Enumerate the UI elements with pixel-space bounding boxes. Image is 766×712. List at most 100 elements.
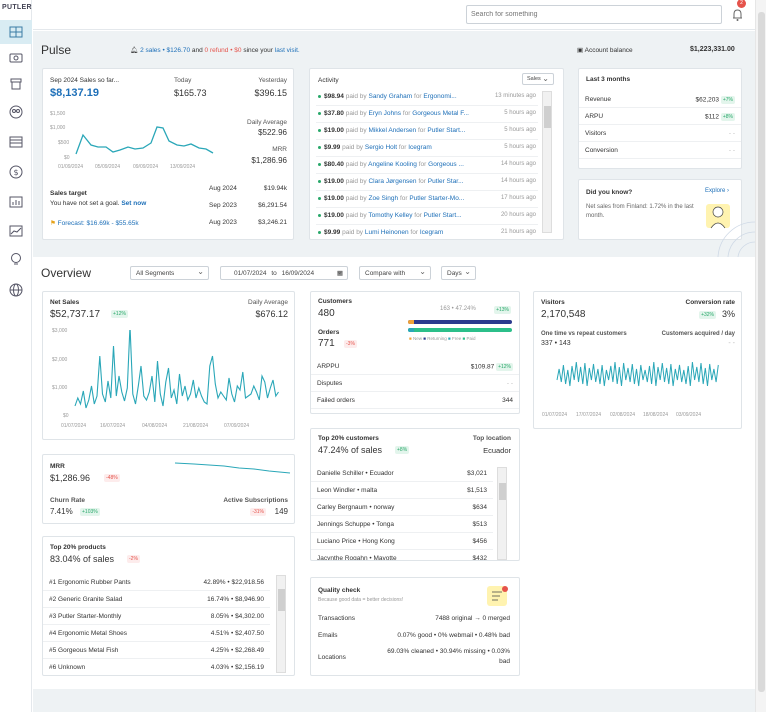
activity-item[interactable]: $19.00 paid by Mikkel Andersen for Putle…: [318, 127, 538, 134]
customers-delta: +13%: [494, 306, 511, 314]
top-customer-row[interactable]: Luciano Price • Hong Kong $456: [311, 533, 493, 550]
top-products-scrollbar[interactable]: [276, 575, 286, 673]
scrollbar-thumb[interactable]: [758, 12, 765, 692]
search-input[interactable]: [466, 5, 722, 24]
net-x-tick: 07/09/2024: [224, 423, 250, 429]
nav-dashboard[interactable]: [0, 20, 32, 44]
activity-item[interactable]: $98.94 paid by Sandy Graham for Ergonomi…: [318, 93, 538, 100]
top-customers-value: 47.24% of sales: [318, 445, 383, 455]
bell-small-icon: 🔔︎: [130, 47, 139, 54]
activity-for: for: [414, 93, 422, 100]
activity-customer-link[interactable]: Eryn Johns: [368, 110, 402, 117]
top-customers-scrollbar[interactable]: [497, 467, 507, 560]
explore-link[interactable]: Explore ›: [705, 188, 729, 194]
globe-icon: [9, 283, 23, 297]
activity-product-link[interactable]: Gorgeous ...: [428, 161, 464, 168]
status-dot-icon: [318, 179, 321, 183]
activity-item[interactable]: $80.40 paid by Angeline Kooling for Gorg…: [318, 161, 538, 168]
top-product-row[interactable]: #3 Putler Starter-Monthly 8.05% • $4,302.…: [43, 608, 270, 625]
nav-transactions[interactable]: [0, 46, 32, 70]
activity-item[interactable]: $19.00 paid by Clara Jørgensen for Putle…: [318, 178, 538, 185]
top-customer-row[interactable]: Jennings Schuppe • Tonga $513: [311, 516, 493, 533]
activity-item[interactable]: $9.99 paid by Lumi Heinonen for Icegram: [318, 229, 538, 236]
activity-product-link[interactable]: Putler Start...: [423, 212, 462, 219]
net-sales-avg-value: $676.12: [255, 309, 288, 319]
nav-global[interactable]: [0, 278, 32, 302]
quality-emails-value: 0.07% good • 0% webmail • 0.48% bad: [397, 632, 510, 639]
net-y-tick: $1,000: [52, 385, 68, 391]
top-customers-scrollbar-thumb[interactable]: [499, 483, 506, 500]
overview-title: Overview: [41, 266, 92, 280]
nav-subscriptions[interactable]: [0, 130, 32, 154]
customers-card: Customers 480 163 • 47.24% +13% Orders 7…: [310, 291, 520, 414]
activity-scrollbar-thumb[interactable]: [544, 106, 551, 128]
nav-trends[interactable]: [0, 219, 32, 243]
activity-customer-link[interactable]: Zoe Singh: [368, 195, 399, 202]
customers-value: 480: [318, 308, 335, 319]
activity-item[interactable]: $37.80 paid by Eryn Johns for Gorgeous M…: [318, 110, 538, 117]
last3-row-label: Conversion: [585, 147, 618, 154]
nav-customers[interactable]: [0, 100, 32, 124]
date-from[interactable]: 01/07/2024: [234, 270, 267, 277]
top-customer-row[interactable]: Carley Bergnaum • norway $634: [311, 499, 493, 516]
new-vs-returning-bar: [408, 320, 512, 324]
activity-customer-link[interactable]: Mikkel Andersen: [368, 127, 417, 134]
period-select[interactable]: Days: [441, 266, 476, 280]
explore-text: Explore: [705, 188, 726, 194]
top-product-row[interactable]: #2 Generic Granite Salad 16.74% • $8,946.…: [43, 591, 270, 608]
mrr-sparkline-line: [174, 462, 291, 474]
customers-metric-delta: +12%: [496, 363, 513, 371]
activity-customer-link[interactable]: Sandy Graham: [368, 93, 413, 100]
forecast-text: Forecast: $16.69k - $55.65k: [57, 220, 139, 227]
top-product-row[interactable]: #4 Ergonomic Metal Shoes 4.51% • $2,407.5…: [43, 625, 270, 642]
activity-customer-link[interactable]: Lumi Heinonen: [364, 229, 409, 236]
net-sales-card: Net Sales $52,737.17 +12% Daily Average …: [42, 291, 295, 440]
activity-customer-link[interactable]: Angeline Kooling: [368, 161, 417, 168]
acquired-value: - -: [728, 340, 735, 347]
nav-products[interactable]: [0, 72, 32, 96]
activity-divider: [316, 156, 538, 157]
top-customer-row[interactable]: Jacynthe Rogahn • Mayotte $432: [311, 550, 493, 560]
top-customer-row[interactable]: Leon Windler • malta $1,513: [311, 482, 493, 499]
activity-scrollbar[interactable]: [542, 91, 552, 233]
top-product-row[interactable]: #1 Ergonomic Rubber Pants 42.89% • $22,91…: [43, 574, 270, 591]
activity-customer-link[interactable]: Clara Jørgensen: [368, 178, 417, 185]
top-products-scrollbar-thumb[interactable]: [278, 589, 285, 611]
activity-product-link[interactable]: Putler Start...: [427, 127, 466, 134]
activity-item[interactable]: $19.00 paid by Tomothy Kelley for Putler…: [318, 212, 538, 219]
date-to[interactable]: 16/09/2024: [281, 270, 315, 277]
top-product-row[interactable]: #5 Gorgeous Metal Fish 4.25% • $2,268.49: [43, 642, 270, 659]
activity-product-link[interactable]: Putler Star...: [427, 178, 464, 185]
wallet-icon: ▣: [577, 47, 584, 54]
notification-badge: 2: [737, 0, 746, 8]
compare-with-select[interactable]: Compare with: [359, 266, 431, 280]
last3-row-label: ARPU: [585, 113, 604, 120]
activity-item[interactable]: $9.99 paid by Sergio Holt for Icegram: [318, 144, 538, 151]
top-customer-row[interactable]: Danielle Schiller • Ecuador $3,021: [311, 465, 493, 482]
notifications-button[interactable]: [732, 8, 743, 26]
last-visit-link[interactable]: last visit.: [274, 47, 300, 54]
dashboard-icon: [9, 26, 23, 38]
history-value: $6,291.54: [258, 202, 287, 209]
activity-product-link[interactable]: Icegram: [408, 144, 432, 151]
activity-product-link[interactable]: Icegram: [419, 229, 444, 236]
activity-divider: [316, 224, 538, 225]
set-goal-link[interactable]: Set now: [121, 200, 147, 207]
page-scrollbar[interactable]: [755, 0, 766, 712]
activity-customer-link[interactable]: Sergio Holt: [364, 144, 398, 151]
segment-select[interactable]: All Segments: [130, 266, 209, 280]
net-sales-title: Net Sales: [50, 299, 80, 306]
nav-insights[interactable]: [0, 247, 32, 271]
date-range-picker[interactable]: 01/07/2024 to 16/09/2024 ▦: [220, 266, 348, 280]
activity-filter-select[interactable]: Sales: [522, 73, 554, 85]
activity-item[interactable]: $19.00 paid by Zoe Singh for Putler Star…: [318, 195, 538, 202]
activity-product-link[interactable]: Ergonomi...: [423, 93, 457, 100]
last3-row: Visitors - -: [579, 125, 741, 142]
nav-reports[interactable]: [0, 190, 32, 214]
top-product-name: #1 Ergonomic Rubber Pants: [49, 579, 131, 586]
activity-product-link[interactable]: Gorgeous Metal F...: [412, 110, 469, 117]
activity-product-link[interactable]: Putler Starter-Mo...: [409, 195, 465, 202]
activity-customer-link[interactable]: Tomothy Kelley: [368, 212, 413, 219]
nav-sales[interactable]: $: [0, 160, 32, 184]
top-product-row[interactable]: #6 Unknown 4.03% • $2,156.19: [43, 659, 270, 675]
